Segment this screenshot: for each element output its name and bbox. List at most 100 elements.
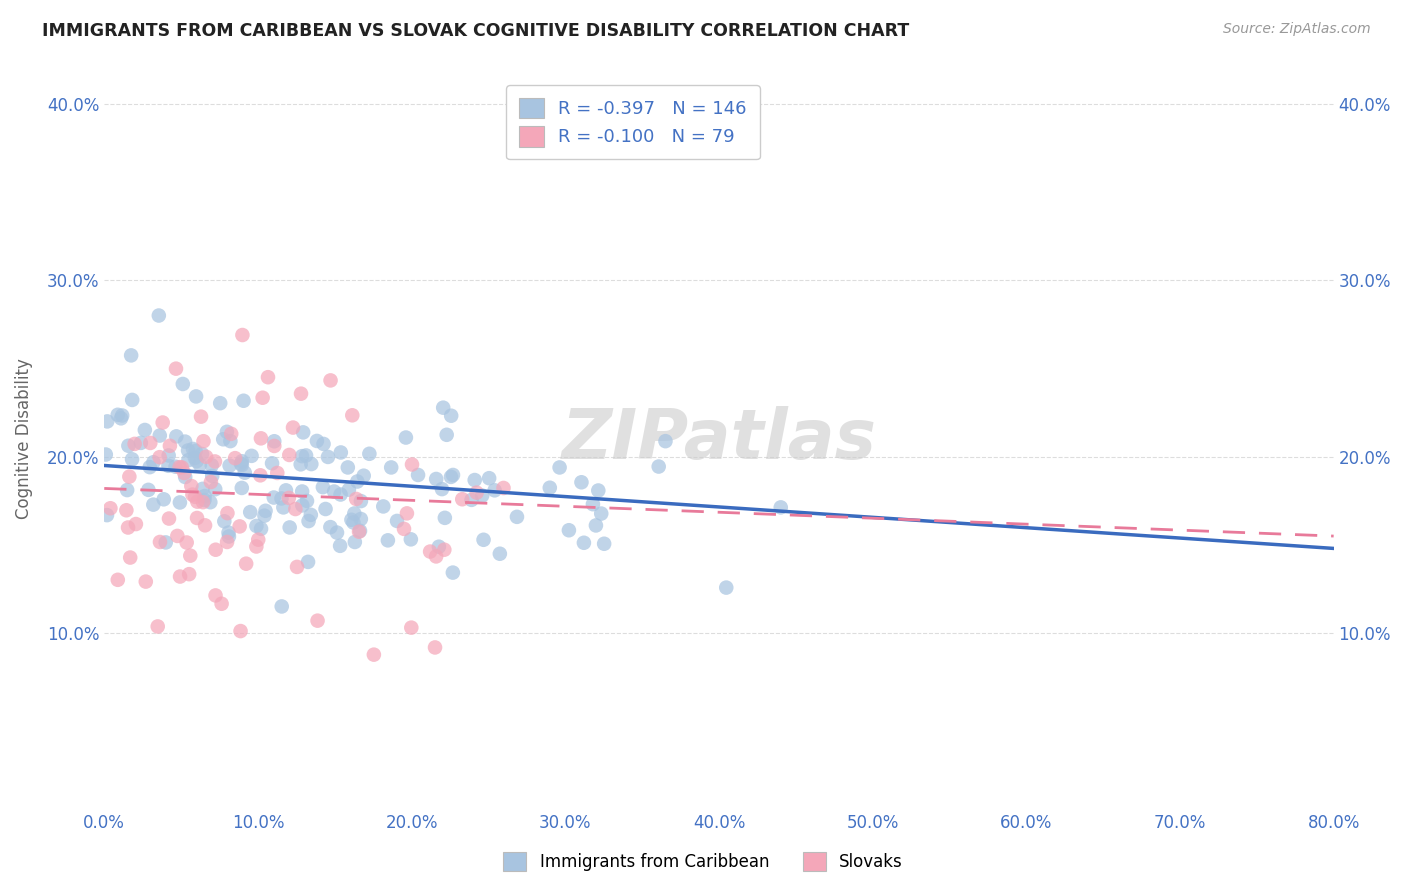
- Text: IMMIGRANTS FROM CARIBBEAN VS SLOVAK COGNITIVE DISABILITY CORRELATION CHART: IMMIGRANTS FROM CARIBBEAN VS SLOVAK COGN…: [42, 22, 910, 40]
- Point: [121, 452, 143, 467]
- Point: [193, 434, 215, 449]
- Point: [399, 533, 422, 547]
- Point: [401, 621, 423, 635]
- Point: [159, 439, 181, 453]
- Point: [373, 500, 395, 514]
- Point: [217, 506, 239, 520]
- Point: [139, 436, 162, 450]
- Point: [342, 516, 364, 530]
- Point: [593, 537, 616, 551]
- Point: [194, 518, 217, 533]
- Point: [329, 445, 352, 459]
- Point: [363, 648, 385, 662]
- Point: [425, 549, 447, 564]
- Point: [219, 426, 242, 441]
- Point: [359, 447, 381, 461]
- Point: [146, 619, 169, 633]
- Point: [245, 540, 267, 554]
- Point: [254, 504, 277, 518]
- Point: [343, 507, 366, 521]
- Point: [316, 450, 339, 464]
- Point: [299, 457, 322, 471]
- Point: [395, 431, 418, 445]
- Text: Source: ZipAtlas.com: Source: ZipAtlas.com: [1223, 22, 1371, 37]
- Point: [219, 434, 242, 449]
- Legend: Immigrants from Caribbean, Slovaks: Immigrants from Caribbean, Slovaks: [495, 843, 911, 880]
- Point: [179, 549, 201, 563]
- Point: [263, 491, 285, 505]
- Point: [291, 499, 314, 513]
- Point: [558, 523, 581, 537]
- Point: [249, 468, 271, 483]
- Point: [377, 533, 399, 548]
- Point: [441, 467, 464, 482]
- Point: [489, 547, 512, 561]
- Point: [190, 409, 212, 424]
- Point: [148, 309, 170, 323]
- Point: [430, 482, 453, 496]
- Point: [250, 522, 273, 536]
- Point: [647, 459, 669, 474]
- Point: [281, 420, 304, 434]
- Point: [433, 542, 456, 557]
- Point: [478, 471, 501, 485]
- Point: [125, 517, 148, 532]
- Point: [186, 511, 208, 525]
- Point: [273, 500, 295, 515]
- Point: [232, 393, 254, 408]
- Point: [117, 439, 139, 453]
- Point: [157, 458, 180, 473]
- Point: [194, 489, 217, 503]
- Point: [184, 450, 207, 465]
- Point: [170, 460, 193, 475]
- Point: [337, 483, 360, 497]
- Point: [716, 581, 738, 595]
- Point: [315, 502, 337, 516]
- Point: [200, 495, 222, 509]
- Point: [165, 361, 187, 376]
- Point: [200, 475, 222, 489]
- Point: [292, 425, 315, 440]
- Point: [588, 483, 610, 498]
- Point: [188, 458, 211, 472]
- Point: [191, 447, 214, 461]
- Point: [212, 432, 235, 446]
- Point: [177, 453, 200, 467]
- Point: [165, 459, 187, 474]
- Point: [169, 569, 191, 583]
- Point: [173, 466, 195, 480]
- Point: [121, 392, 143, 407]
- Point: [460, 492, 482, 507]
- Point: [571, 475, 593, 490]
- Point: [433, 511, 456, 525]
- Point: [217, 535, 239, 549]
- Point: [229, 624, 252, 638]
- Point: [506, 509, 529, 524]
- Point: [233, 466, 256, 480]
- Point: [464, 473, 486, 487]
- Point: [176, 535, 198, 549]
- Point: [120, 550, 142, 565]
- Point: [436, 427, 458, 442]
- Point: [270, 599, 292, 614]
- Point: [111, 409, 134, 423]
- Point: [224, 451, 246, 466]
- Point: [204, 589, 226, 603]
- Point: [152, 416, 174, 430]
- Point: [326, 525, 349, 540]
- Point: [484, 483, 506, 498]
- Point: [157, 449, 180, 463]
- Point: [319, 373, 342, 387]
- Point: [295, 449, 318, 463]
- Point: [214, 514, 236, 528]
- Point: [492, 481, 515, 495]
- Point: [346, 475, 368, 489]
- Point: [181, 487, 204, 501]
- Point: [274, 483, 297, 498]
- Point: [204, 454, 226, 468]
- Point: [350, 512, 373, 526]
- Point: [191, 482, 214, 496]
- Point: [395, 507, 418, 521]
- Point: [432, 401, 454, 415]
- Point: [340, 513, 363, 527]
